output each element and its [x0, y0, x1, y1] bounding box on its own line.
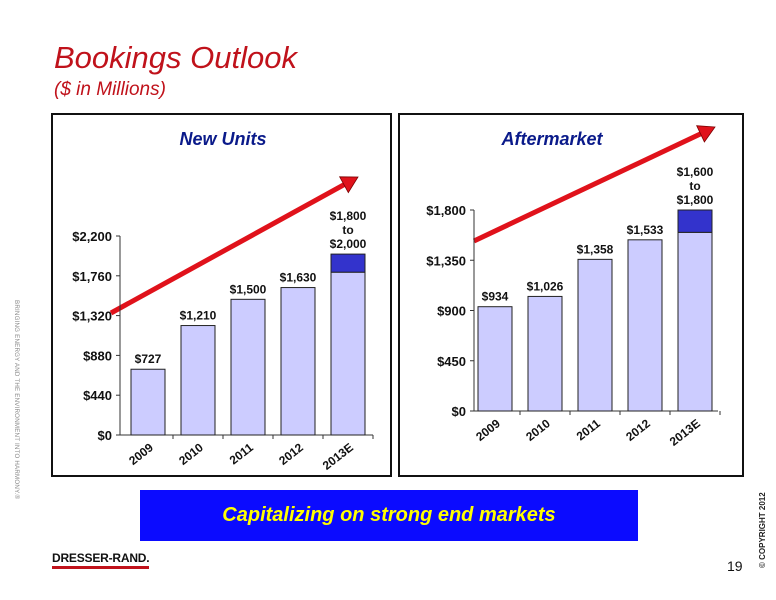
aftermarket-x-label-2011: 2011 [574, 416, 603, 443]
new-units-data-label-2011: $1,500 [230, 282, 267, 296]
aftermarket-x-label-2013E: 2013E [667, 416, 703, 448]
key-message-banner: Capitalizing on strong end markets [140, 490, 638, 541]
new-units-data-label-2012: $1,630 [280, 271, 317, 285]
aftermarket-bar-2011 [577, 258, 613, 412]
new-units-data-label-line: $1,800 [330, 209, 367, 223]
new-units-chart-panel: New Units $0 $440 $880 $1,320 $1,760 $2,200 200… [51, 113, 392, 477]
new-units-bar-2011 [230, 298, 266, 436]
aftermarket-data-label-2010: $1,026 [527, 279, 564, 293]
aftermarket-data-label-line: $1,800 [677, 193, 714, 207]
new-units-bar-2012 [280, 287, 316, 436]
new-units-data-label-line: $1,630 [280, 271, 317, 285]
new-units-chart: New Units $0 $440 $880 $1,320 $1,760 $2,200 200… [72, 129, 374, 473]
new-units-x-label-2011: 2011 [227, 440, 256, 467]
aftermarket-y-tick-label: $0 [452, 404, 466, 419]
aftermarket-data-label-2009: $934 [482, 290, 509, 304]
aftermarket-y-tick-label: $450 [437, 354, 466, 369]
aftermarket-data-label-line: $1,026 [527, 279, 564, 293]
new-units-data-label-line: $1,210 [180, 309, 217, 323]
aftermarket-data-label-2012: $1,533 [627, 223, 664, 237]
aftermarket-data-label-line: $1,600 [677, 165, 714, 179]
slide-subtitle: ($ in Millions) [54, 79, 166, 100]
new-units-x-label-2009: 2009 [126, 440, 156, 468]
aftermarket-x-label-2009: 2009 [473, 416, 503, 444]
new-units-trend-arrow-shaft [109, 182, 346, 316]
aftermarket-data-label-line: $934 [482, 290, 509, 304]
new-units-range-bar-2013E [330, 253, 366, 273]
new-units-data-label-line: $727 [135, 352, 162, 366]
aftermarket-x-label-2012: 2012 [623, 416, 653, 444]
new-units-y-tick-label: $2,200 [72, 229, 112, 244]
new-units-x-label-2012: 2012 [276, 440, 306, 468]
new-units-bar-2010 [180, 325, 216, 436]
aftermarket-y-tick-label: $1,350 [426, 253, 466, 268]
new-units-y-tick-label: $440 [83, 388, 112, 403]
aftermarket-bar-2010 [527, 295, 563, 412]
aftermarket-bar-2012 [627, 239, 663, 412]
new-units-data-label-line: $1,500 [230, 282, 267, 296]
aftermarket-chart-title: Aftermarket [500, 129, 603, 149]
new-units-data-label-line: to [342, 223, 353, 237]
new-units-bar-2009 [130, 368, 166, 436]
aftermarket-trend-arrow-head [696, 125, 716, 143]
new-units-y-tick-label: $880 [83, 348, 112, 363]
aftermarket-bar-2013E [677, 231, 713, 412]
new-units-y-tick-label: $0 [98, 428, 112, 443]
new-units-x-label-2013E: 2013E [320, 440, 356, 472]
aftermarket-y-tick-label: $1,800 [426, 203, 466, 218]
new-units-bar-2013E [330, 271, 366, 436]
new-units-y-tick-label: $1,320 [72, 309, 112, 324]
aftermarket-data-label-line: to [689, 179, 700, 193]
aftermarket-x-label-2010: 2010 [523, 416, 553, 444]
aftermarket-chart: Aftermarket $0 $450 $900 $1,350 $1,800 2009 $93… [426, 125, 721, 449]
page-number: 19 [727, 558, 743, 574]
new-units-y-tick-label: $1,760 [72, 269, 112, 284]
copyright-vertical: © COPYRIGHT 2012 [758, 492, 767, 568]
aftermarket-data-label-line: $1,533 [627, 223, 664, 237]
aftermarket-chart-panel: Aftermarket $0 $450 $900 $1,350 $1,800 2009 $93… [398, 113, 744, 477]
dresser-rand-logo: DRESSER-RAND. [52, 551, 152, 571]
new-units-chart-title: New Units [179, 129, 266, 149]
aftermarket-range-bar-2013E [677, 209, 713, 233]
aftermarket-data-label-2013E: $1,600 to $1,800 [677, 165, 714, 207]
new-units-data-label-2013E: $1,800 to $2,000 [330, 209, 367, 251]
new-units-data-label-line: $2,000 [330, 237, 367, 251]
new-units-data-label-2010: $1,210 [180, 309, 217, 323]
new-units-x-label-2010: 2010 [176, 440, 206, 468]
logo-text: DRESSER-RAND. [52, 551, 150, 565]
aftermarket-trend-arrow-shaft [472, 131, 702, 244]
new-units-data-label-2009: $727 [135, 352, 162, 366]
slide-title: Bookings Outlook [54, 40, 297, 75]
tagline-vertical: BRINGING ENERGY AND THE ENVIRONMENT INTO… [13, 300, 20, 500]
aftermarket-bar-2009 [477, 306, 513, 412]
aftermarket-data-label-2011: $1,358 [577, 242, 614, 256]
aftermarket-y-tick-label: $900 [437, 304, 466, 319]
logo-underline [52, 566, 149, 569]
aftermarket-data-label-line: $1,358 [577, 242, 614, 256]
new-units-trend-arrow-head [338, 176, 359, 194]
